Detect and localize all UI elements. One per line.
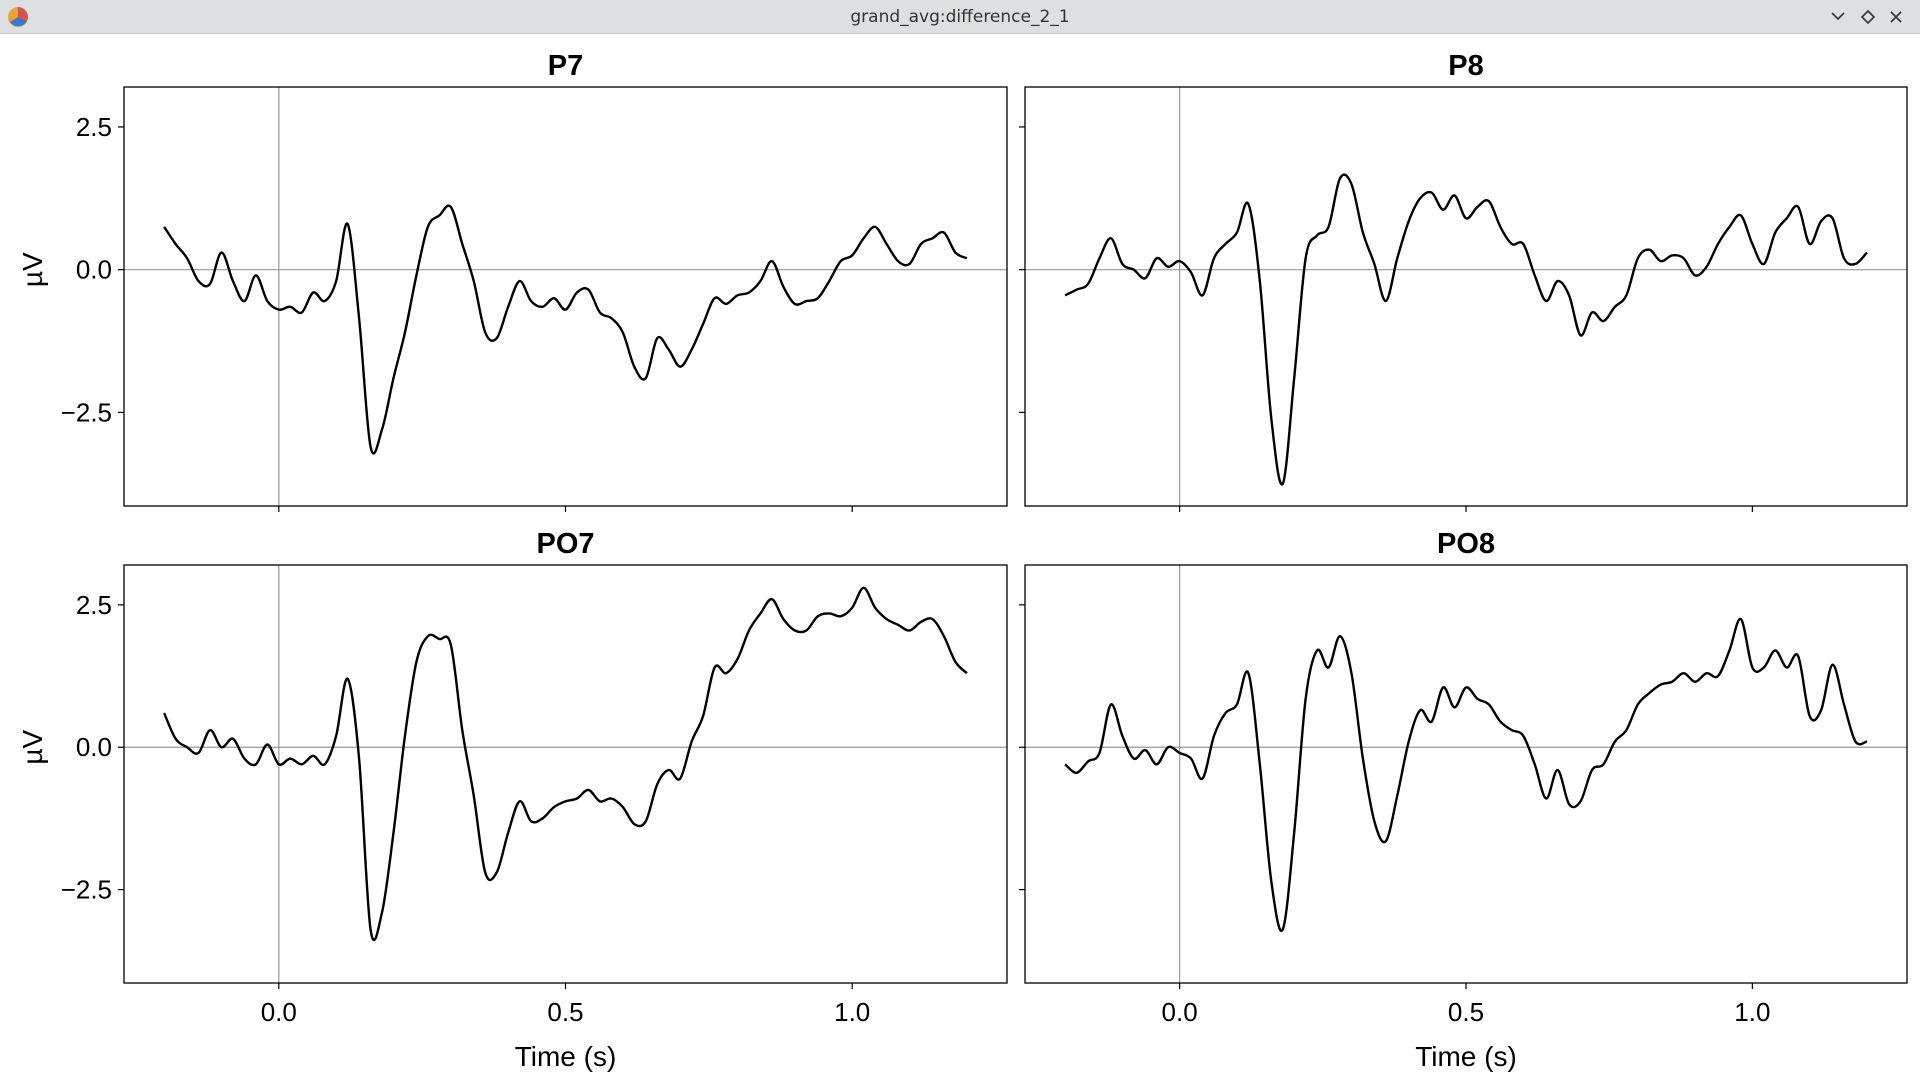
axes-frame <box>123 564 1008 984</box>
y-tick-label: −2.5 <box>61 875 112 905</box>
y-axis-label: µV <box>17 252 48 287</box>
subplot-title: P8 <box>1448 50 1483 82</box>
subplot-title: PO8 <box>1437 528 1495 560</box>
y-axis-label: µV <box>17 730 48 765</box>
subplot-title: PO7 <box>536 528 594 560</box>
axes-frame <box>123 86 1008 507</box>
window-title: grand_avg:difference_2_1 <box>850 7 1070 27</box>
x-tick-label: 0.5 <box>1448 997 1484 1027</box>
title-bar: grand_avg:difference_2_1 <box>0 0 1920 34</box>
axes-frame <box>1024 86 1908 507</box>
maximize-button[interactable] <box>1860 9 1876 25</box>
y-tick-label: 2.5 <box>76 112 112 142</box>
minimize-button[interactable] <box>1831 12 1845 21</box>
axes-frame <box>1024 564 1908 984</box>
x-tick-label: 0.5 <box>547 997 583 1027</box>
window-controls <box>1831 9 1902 25</box>
app-icon <box>8 7 28 27</box>
x-tick-label: 1.0 <box>834 997 870 1027</box>
close-button[interactable] <box>1890 11 1902 23</box>
x-tick-label: 0.0 <box>261 997 297 1027</box>
x-tick-label: 0.0 <box>1162 997 1198 1027</box>
y-tick-label: −2.5 <box>61 397 112 427</box>
y-tick-label: 0.0 <box>76 255 112 285</box>
x-axis-label: Time (s) <box>515 1041 617 1072</box>
erp-line <box>163 586 968 942</box>
erp-line <box>1064 617 1868 933</box>
erp-line <box>1064 173 1868 486</box>
figure: −2.5 0.0 2.5 P7 µV P8 0.0 0.5 1.0 −2.5 0.0 2.5 PO7 Ti… <box>17 50 1908 1072</box>
x-axis-label: Time (s) <box>1415 1041 1517 1072</box>
y-tick-label: 2.5 <box>76 590 112 620</box>
x-tick-label: 1.0 <box>1734 997 1770 1027</box>
erp-line <box>163 204 968 455</box>
subplot-title: P7 <box>548 50 583 82</box>
y-tick-label: 0.0 <box>76 732 112 762</box>
